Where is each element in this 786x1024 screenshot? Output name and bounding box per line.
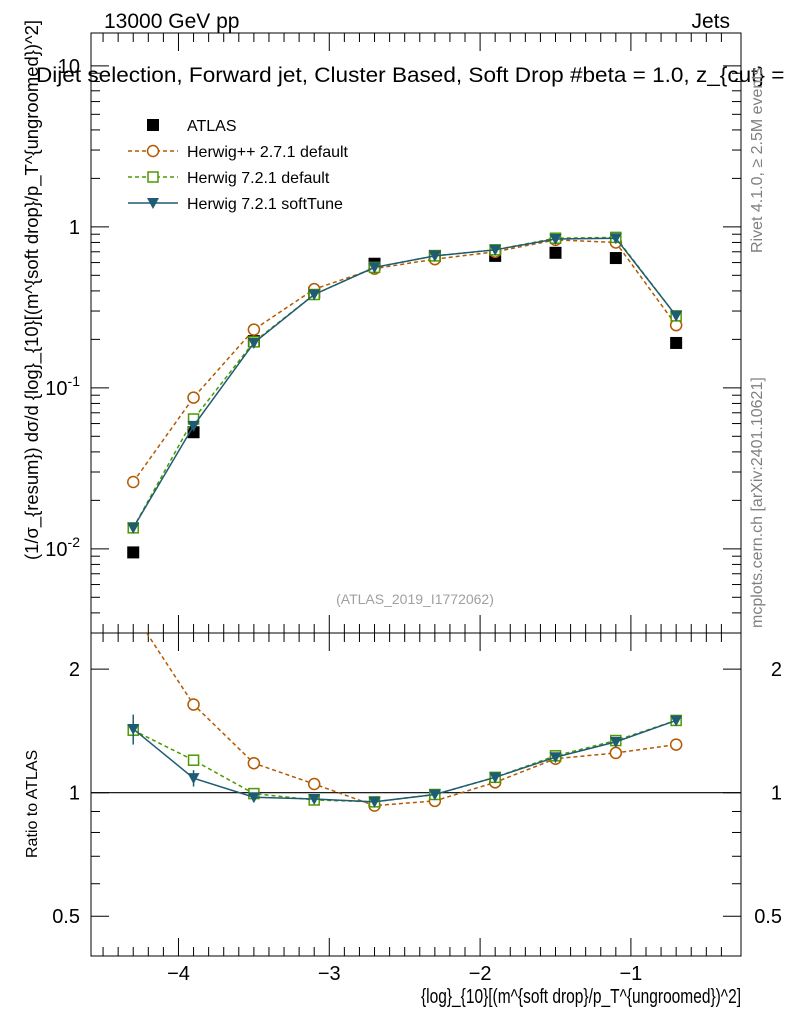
main-point-herwig_soft [428,250,441,262]
x-tick-label: −4 [167,963,190,985]
legend-marker-atlas [147,119,159,131]
main-point-herwig_pp [126,475,140,489]
main-point-atlas [549,246,562,259]
ratio-point-herwig_soft [670,715,683,727]
ratio-line-herwig_pp [146,632,677,807]
ratio-point-herwig_soft [127,723,140,735]
main-point-herwig_soft [489,244,502,256]
main-y-tick-label: 10 [58,56,80,78]
ratio-line-herwig_default [132,719,677,803]
ratio-point-herwig_pp [669,738,683,751]
main-point-atlas [670,336,683,349]
main-y-tick-label: 10-1 [45,373,80,400]
ratio-y-tick-label-right: 1 [771,783,782,805]
legend-marker-herwig_pp [146,144,160,158]
main-point-atlas [127,546,140,559]
legend-label-atlas: ATLAS [187,118,237,135]
ratio-point-herwig_pp [609,746,623,760]
main-point-herwig_pp [247,323,261,336]
process-label: Jets [691,10,730,33]
ratio-y-tick-label: 1 [69,783,80,805]
main-point-atlas [609,252,622,265]
x-tick-label: −1 [620,963,643,985]
legend-marker-herwig_soft [147,198,159,209]
main-point-herwig_soft [368,262,381,274]
ratio-y-tick-label: 2 [69,659,80,681]
ratio-point-herwig_soft [187,773,200,785]
main-point-herwig_soft [609,233,622,245]
ratio-y-tick-label-right: 0.5 [754,906,782,928]
main-point-herwig_soft [308,289,321,301]
energy-label: 13000 GeV pp [104,10,239,33]
main-y-axis-label: (1/σ_{resum}) dσ/d {log}_{10}[(m^{soft d… [22,20,43,560]
main-point-herwig_pp [187,391,200,404]
ratio-point-herwig_pp [307,777,321,791]
legend-label-herwig_soft: Herwig 7.2.1 softTune [187,196,343,213]
ratio-line-herwig_soft [132,719,677,803]
main-point-herwig_soft [247,337,260,349]
ratio-point-herwig_default [187,754,200,766]
main-point-herwig_soft [670,310,683,322]
main-line-herwig_default [132,236,677,529]
ratio-point-herwig_soft [308,794,321,806]
ratio-y-tick-label: 0.5 [52,906,80,928]
ratio-y-axis-label: Ratio to ATLAS [24,750,41,858]
legend-marker-herwig_default [147,171,159,183]
main-point-atlas [187,426,200,439]
ratio-y-tick-label-right: 2 [771,659,782,681]
legend-label-herwig_pp: Herwig++ 2.7.1 default [187,144,349,161]
main-y-tick-label: 10-2 [45,534,80,561]
ratio-point-herwig_pp [187,698,200,711]
ratio-point-herwig_soft [247,792,260,804]
ratio-plot-frame [90,632,742,957]
selection-title: Dijet selection, Forward jet, Cluster Ba… [36,64,786,87]
main-point-herwig_soft [127,522,140,534]
ratio-point-herwig_soft [489,772,502,784]
ratio-point-herwig_soft [368,796,381,808]
main-y-tick-label: 1 [69,217,80,239]
legend-label-herwig_default: Herwig 7.2.1 default [187,170,330,187]
main-point-herwig_soft [187,420,200,432]
analysis-label: (ATLAS_2019_I1772062) [336,591,494,607]
ratio-point-herwig_pp [247,756,261,770]
main-line-herwig_soft [132,237,677,529]
rivet-label: Rivet 4.1.0, ≥ 2.5M events [749,67,766,253]
x-tick-label: −3 [318,963,341,985]
x-axis-label: {log}_{10}[(m^{soft drop}/p_T^{ungroomed… [421,986,741,1008]
ratio-point-herwig_soft [549,752,562,764]
main-point-herwig_soft [549,234,562,246]
x-tick-label: −2 [469,963,492,985]
ratio-point-herwig_soft [609,736,622,748]
mcplots-label: mcplots.cern.ch [arXiv:2401.10621] [749,377,766,628]
main-line-herwig_pp [132,239,677,483]
ratio-point-herwig_soft [428,789,441,801]
